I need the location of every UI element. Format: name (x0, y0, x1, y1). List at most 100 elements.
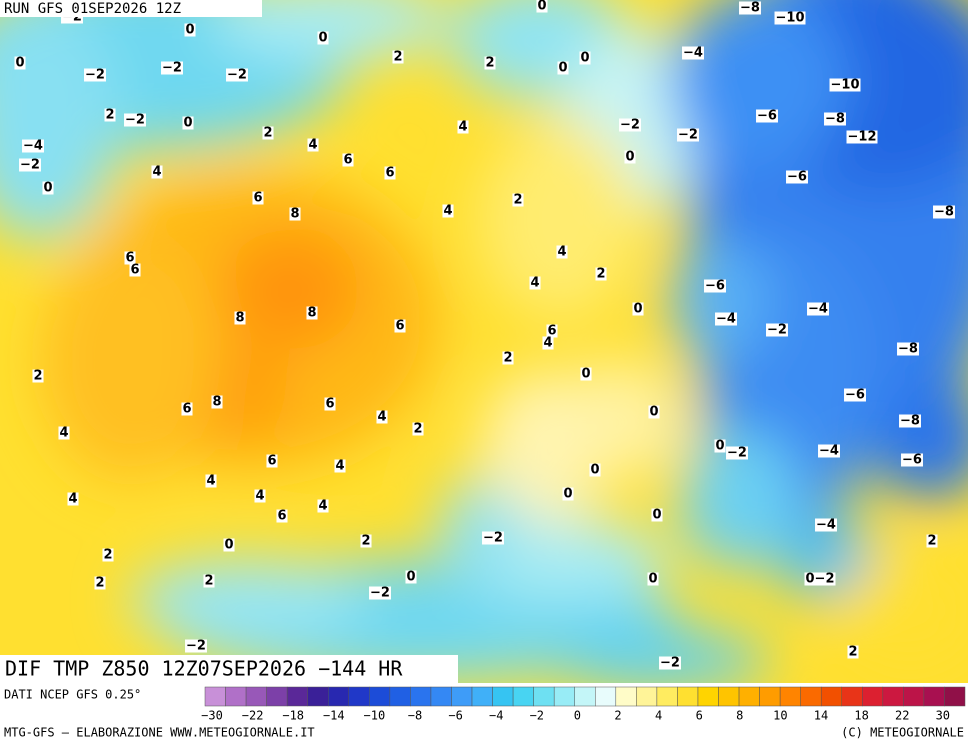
colorbar-swatch (410, 686, 432, 707)
contour-label: −12 (848, 130, 877, 145)
contour-label-box (226, 68, 248, 82)
contour-label: 0 (648, 572, 657, 587)
colorbar-tick-label: 4 (655, 709, 662, 723)
contour-label: 0 (715, 439, 724, 454)
map-area: −20020200−8−10−40−2−2−2−102−2024−2−2−6−8… (0, 0, 968, 683)
contour-label: −4 (716, 312, 736, 327)
contour-labels: −20020200−8−10−40−2−2−2−102−2024−2−2−6−8… (14, 0, 955, 671)
contour-label-box (536, 0, 548, 13)
contour-label: 0 (318, 31, 327, 46)
colorbar-swatch (779, 686, 801, 707)
contour-label-box (901, 453, 923, 467)
contour-label-box (307, 138, 319, 152)
contour-label-box (185, 639, 207, 653)
contour-label: 0 (15, 56, 24, 71)
contour-label-box (205, 474, 217, 488)
contour-label: 0 (558, 61, 567, 76)
contour-label: 4 (443, 204, 452, 219)
contour-label: 0 (43, 181, 52, 196)
colorbar-tick-label: 10 (773, 709, 787, 723)
contour-label: 0 (580, 51, 589, 66)
contour-label: −2 (370, 586, 390, 601)
contour-label-box (289, 207, 301, 221)
contour-label: 4 (318, 499, 327, 514)
contour-label-box (529, 276, 541, 290)
contour-label: 6 (395, 319, 404, 334)
colorbar-tick-label: −18 (282, 709, 304, 723)
contour-label-box (546, 324, 558, 338)
contour-label-box (682, 46, 704, 60)
shade-blob (670, 0, 850, 170)
contour-label-box (182, 116, 194, 130)
contour-label: −4 (683, 46, 703, 61)
contour-label: −4 (808, 302, 828, 317)
contour-label-box (360, 534, 372, 548)
contour-label-box (394, 319, 406, 333)
contour-label-box (595, 267, 607, 281)
colorbar-swatch (225, 686, 247, 707)
contour-label-box (562, 487, 574, 501)
contour-label-box (211, 395, 223, 409)
contour-label: −2 (85, 68, 105, 83)
colorbar-swatch (738, 686, 760, 707)
contour-label-box (317, 499, 329, 513)
shade-blob (220, 230, 360, 350)
contour-label: −8 (934, 205, 954, 220)
contour-label-box (392, 50, 404, 64)
colorbar-swatch (307, 686, 329, 707)
contour-label: −6 (705, 279, 725, 294)
footer-left: MTG-GFS — ELABORAZIONE WWW.METEOGIORNALE… (4, 726, 315, 740)
contour-label-box (234, 311, 246, 325)
contour-label: 4 (530, 276, 539, 291)
colorbar-tick-label: −8 (408, 709, 422, 723)
colorbar-swatch (327, 686, 350, 707)
colorbar-swatch (369, 686, 391, 707)
colorbar-swatch (759, 686, 781, 707)
colorbar-swatch (820, 686, 843, 707)
contour-label-box (22, 139, 44, 153)
contour-label: −2 (125, 113, 145, 128)
contour-label: 0 (633, 302, 642, 317)
contour-label-box (648, 405, 660, 419)
shade-blob (670, 240, 770, 360)
contour-label-box (384, 166, 396, 180)
shade-blob (480, 120, 640, 320)
contour-label-box (252, 191, 264, 205)
contour-label-box (899, 414, 921, 428)
footer-right: (C) METEOGIORNALE (841, 726, 964, 740)
colorbar-tick-label: 14 (814, 709, 828, 723)
colorbar-swatch (718, 686, 740, 707)
contour-label: 2 (413, 422, 422, 437)
contour-label: 2 (361, 534, 370, 549)
contour-label-box (624, 150, 636, 164)
contour-label-box (844, 388, 866, 402)
contour-label-box (124, 251, 136, 265)
contour-label-box (276, 509, 288, 523)
contour-label-box (203, 574, 215, 588)
colorbar-swatch (903, 686, 925, 707)
contour-label-box (739, 1, 761, 15)
colorbar-swatch (286, 686, 308, 707)
colorbar-swatch (266, 686, 288, 707)
contour-label: 0−2 (806, 572, 835, 587)
contour-label: 0 (537, 0, 546, 14)
contour-label: 4 (152, 165, 161, 180)
contour-label-box (502, 351, 514, 365)
contour-label: 2 (263, 126, 272, 141)
contour-label: 4 (308, 138, 317, 153)
contour-label-box (512, 193, 524, 207)
contour-label-box (897, 342, 919, 356)
contour-label: 4 (255, 489, 264, 504)
contour-label: 2 (513, 193, 522, 208)
shade-blob (680, 430, 800, 570)
contour-label-box (542, 336, 554, 350)
contour-label-box (405, 570, 417, 584)
contour-label-box (557, 61, 569, 75)
colorbar-tick-label: 22 (895, 709, 909, 723)
contour-label-box (482, 531, 504, 545)
contour-label: 6 (253, 191, 262, 206)
contour-label-box (32, 369, 44, 383)
contour-label: −4 (816, 518, 836, 533)
contour-label-box (151, 165, 163, 179)
shade-blob (0, 0, 120, 240)
